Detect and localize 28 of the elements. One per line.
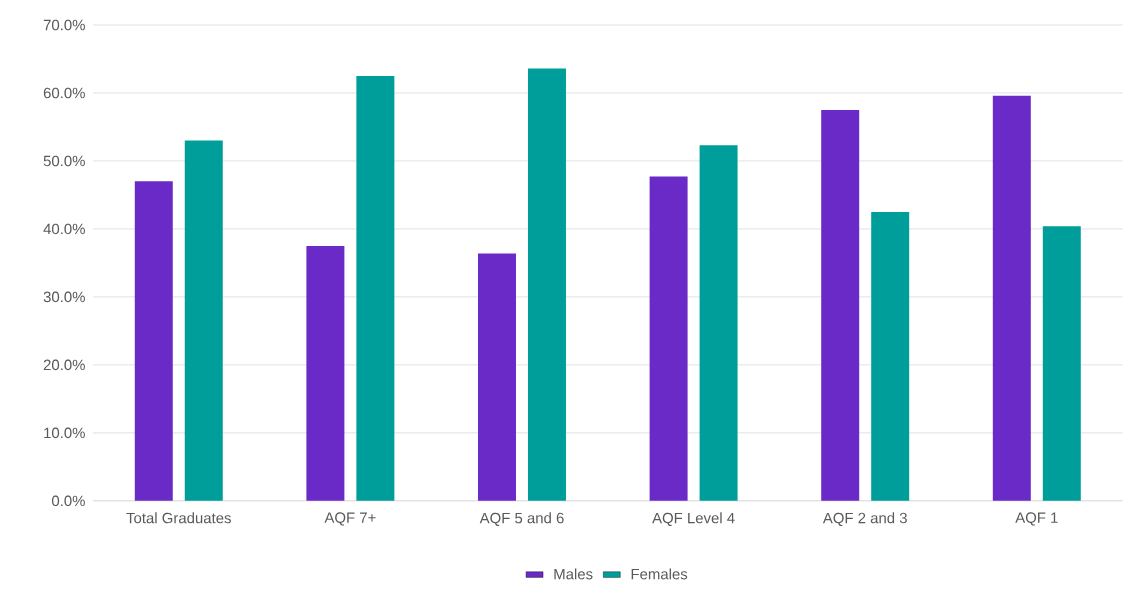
bar	[184, 140, 223, 501]
bar	[1042, 226, 1081, 501]
bar	[478, 253, 516, 501]
x-tick-label: AQF 1	[1015, 512, 1058, 526]
x-tick-label: Total Graduates	[126, 512, 231, 524]
bar	[134, 181, 173, 501]
y-tick-label: 40.0%	[43, 223, 85, 235]
x-tick-label: AQF 5 and 6	[479, 512, 564, 527]
x-tick-label: AQF Level 4	[652, 512, 735, 527]
bar	[527, 68, 566, 501]
bar	[649, 176, 688, 501]
bar	[699, 145, 738, 501]
bar	[356, 76, 395, 501]
y-tick-label: 70.0%	[43, 19, 85, 31]
y-tick-label: 20.0%	[43, 359, 85, 371]
x-tick-label: AQF 2 and 3	[822, 512, 907, 527]
bar	[992, 95, 1031, 501]
y-tick-label: 50.0%	[43, 155, 85, 167]
bar	[871, 212, 910, 501]
x-tick-label: AQF 7+	[324, 512, 376, 526]
y-tick-label: 30.0%	[43, 291, 85, 303]
bar	[306, 246, 345, 501]
y-tick-label: 10.0%	[44, 427, 85, 439]
legend-label: Females	[631, 568, 688, 580]
legend-label: Males	[554, 568, 593, 580]
bar	[821, 110, 860, 501]
y-tick-label: 0.0%	[51, 495, 85, 507]
y-tick-label: 60.0%	[43, 87, 85, 99]
